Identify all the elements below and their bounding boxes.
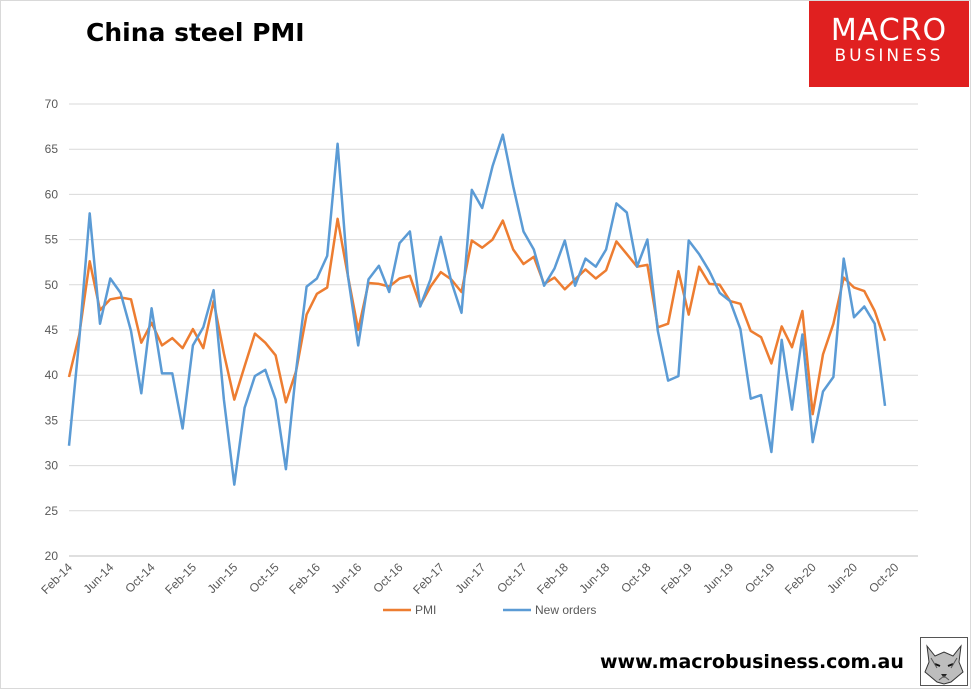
legend-label-new-orders: New orders [535,603,596,617]
macrobusiness-logo: MACRO BUSINESS [809,1,969,87]
wolf-mascot-icon [920,637,968,686]
x-tick-label: Oct-19 [742,560,778,596]
logo-line-2: BUSINESS [834,46,944,66]
x-tick-label: Oct-14 [122,560,158,596]
y-tick-label: 50 [45,278,59,292]
x-tick-label: Feb-19 [658,560,695,597]
y-tick-label: 25 [45,504,59,518]
y-tick-label: 20 [45,549,59,563]
x-tick-label: Oct-20 [866,560,902,596]
x-tick-label: Jun-14 [81,560,117,596]
x-tick-label: Oct-18 [618,560,654,596]
x-tick-label: Oct-15 [246,560,282,596]
series-line-pmi [67,217,887,416]
x-tick-label: Feb-20 [782,560,819,597]
x-tick-label: Jun-17 [452,560,488,596]
x-tick-label: Jun-15 [205,560,241,596]
website-url: www.macrobusiness.com.au [600,651,904,673]
y-axis-ticks: 20 25 30 35 40 45 50 55 60 65 70 [45,97,59,563]
y-tick-label: 35 [45,413,59,427]
x-tick-label: Jun-16 [328,560,364,596]
legend: PMI New orders [383,603,596,617]
y-tick-label: 30 [45,459,59,473]
x-tick-label: Feb-16 [286,560,323,597]
x-tick-label: Feb-17 [410,560,447,597]
x-tick-label: Jun-19 [700,560,736,596]
x-tick-label: Oct-16 [370,560,406,596]
series-lines [67,133,887,486]
x-tick-label: Jun-20 [824,560,860,596]
x-tick-label: Feb-14 [38,560,75,597]
x-tick-label: Jun-18 [576,560,612,596]
y-tick-label: 55 [45,233,59,247]
logo-line-1: MACRO [830,13,948,48]
x-tick-label: Feb-15 [162,560,199,597]
y-tick-label: 45 [45,323,59,337]
x-tick-label: Oct-17 [494,560,530,596]
y-tick-label: 40 [45,368,59,382]
y-tick-label: 70 [45,97,59,111]
series-line-new-orders [67,133,887,486]
x-axis-ticks: Feb-14 Jun-14 Oct-14 Feb-15 Jun-15 Oct-15 Feb-… [38,560,901,597]
chart-title: China steel PMI [86,18,305,47]
wolf-icon [924,644,964,685]
x-tick-label: Feb-18 [534,560,571,597]
gridlines [69,103,918,557]
y-tick-label: 60 [45,187,59,201]
legend-label-pmi: PMI [415,603,436,617]
y-tick-label: 65 [45,142,59,156]
